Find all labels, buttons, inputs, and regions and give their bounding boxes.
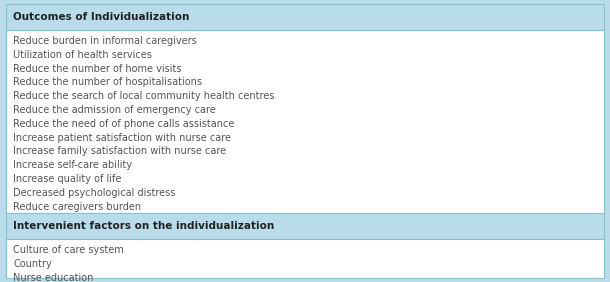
Text: Increase quality of life: Increase quality of life	[13, 174, 121, 184]
Bar	[6, 239, 604, 278]
Text: Reduce the search of local community health centres: Reduce the search of local community hea…	[13, 91, 274, 101]
Text: Outcomes of Individualization: Outcomes of Individualization	[13, 12, 189, 22]
Text: Increase family satisfaction with nurse care: Increase family satisfaction with nurse …	[13, 146, 226, 156]
Bar	[6, 213, 604, 239]
Text: Reduce the number of hospitalisations: Reduce the number of hospitalisations	[13, 77, 202, 87]
Text: Culture of care system: Culture of care system	[13, 245, 124, 255]
Text: Reduce caregivers burden: Reduce caregivers burden	[13, 202, 141, 212]
Text: Nurse education: Nurse education	[13, 273, 93, 282]
Text: Decreased psychological distress: Decreased psychological distress	[13, 188, 176, 198]
Bar	[6, 4, 604, 30]
Text: Reduce the number of home visits: Reduce the number of home visits	[13, 63, 182, 74]
Bar	[6, 30, 604, 213]
Text: Increase self-care ability: Increase self-care ability	[13, 160, 132, 170]
Text: Increase patient satisfaction with nurse care: Increase patient satisfaction with nurse…	[13, 133, 231, 142]
Text: Reduce the admission of emergency care: Reduce the admission of emergency care	[13, 105, 216, 115]
Text: Reduce burden in informal caregivers: Reduce burden in informal caregivers	[13, 36, 197, 46]
Text: Reduce the need of of phone calls assistance: Reduce the need of of phone calls assist…	[13, 119, 234, 129]
Text: Country: Country	[13, 259, 52, 269]
Text: Intervenient factors on the individualization: Intervenient factors on the individualiz…	[13, 221, 274, 232]
Text: Utilization of health services: Utilization of health services	[13, 50, 152, 60]
